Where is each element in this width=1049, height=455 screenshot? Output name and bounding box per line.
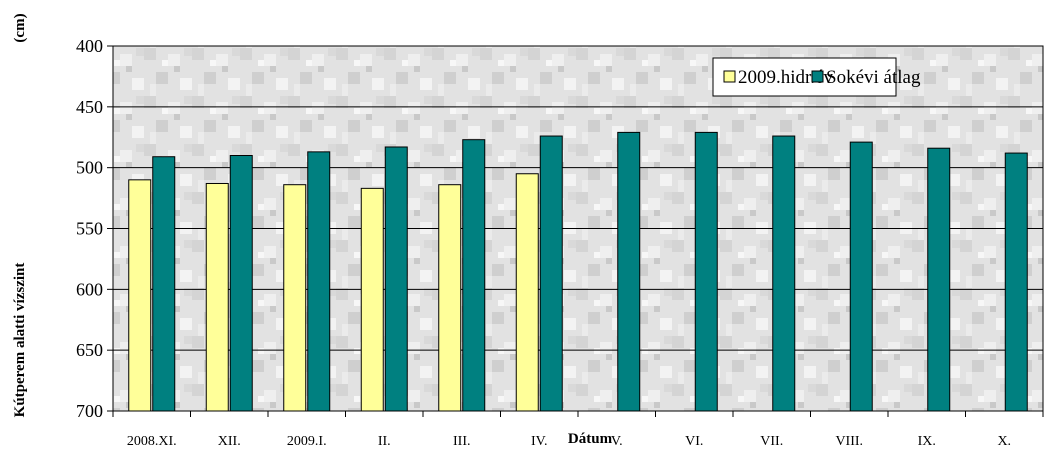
bar-2009-5	[515, 173, 539, 412]
bar-average-5	[539, 135, 563, 412]
x-axis-ticks: 2008.XI. XII. 2009.I. II. III. IV. V. VI. VII. VI…	[112, 411, 1044, 449]
x-tick-label: X.	[997, 434, 1011, 449]
bar-2009-1	[205, 182, 229, 412]
x-tick-label: XII.	[218, 434, 241, 449]
x-tick-label: VII.	[760, 434, 783, 449]
bar-2009-2	[283, 184, 307, 412]
y-tick-label: 600	[76, 279, 103, 299]
bar-2009-0	[128, 179, 152, 412]
bar-average-8	[772, 135, 796, 412]
bar-average-0	[152, 156, 176, 412]
bar-average-2	[307, 151, 331, 412]
bar-2009-4	[438, 184, 462, 412]
bar-average-1	[229, 155, 253, 412]
x-tick-label: VIII.	[835, 434, 863, 449]
x-tick-label: 2009.I.	[287, 434, 327, 449]
bar-average-6	[617, 131, 641, 412]
legend-label-2009: 2009.hidr.év	[738, 67, 833, 88]
x-tick-label: IV.	[531, 434, 547, 449]
x-tick-label: 2008.XI.	[127, 434, 177, 449]
y-tick-label: 450	[76, 97, 103, 117]
x-tick-label: V.	[611, 434, 623, 449]
x-tick-label: III.	[453, 434, 471, 449]
legend-swatch-2009	[723, 70, 736, 83]
legend-box	[712, 57, 897, 97]
y-axis-title: Kútperem alatti vízszint	[12, 263, 28, 418]
bar-average-10	[927, 147, 951, 412]
y-tick-label: 500	[76, 158, 103, 178]
bar-average-11	[1004, 152, 1028, 412]
y-axis-unit: (cm)	[12, 13, 28, 42]
y-tick-label: 700	[76, 401, 103, 421]
bar-average-7	[694, 131, 718, 412]
bar-2009-3	[360, 187, 384, 412]
x-tick-label: VI.	[685, 434, 703, 449]
y-tick-label: 550	[76, 219, 103, 239]
legend-label-average: Sokévi átlag	[826, 67, 921, 88]
bars	[128, 131, 1028, 412]
legend-swatch-average	[811, 70, 824, 83]
bar-average-4	[462, 139, 486, 412]
x-tick-label: IX.	[918, 434, 936, 449]
y-tick-label: 650	[76, 340, 103, 360]
y-axis-ticks: 400 450 500 550 600 650 700	[76, 36, 113, 421]
x-axis-title: Dátum	[568, 431, 613, 447]
legend: 2009.hidr.év Sokévi átlag	[712, 57, 921, 97]
bar-average-9	[849, 141, 873, 412]
y-tick-label: 400	[76, 36, 103, 56]
x-tick-label: II.	[378, 434, 391, 449]
bar-average-3	[384, 146, 408, 412]
